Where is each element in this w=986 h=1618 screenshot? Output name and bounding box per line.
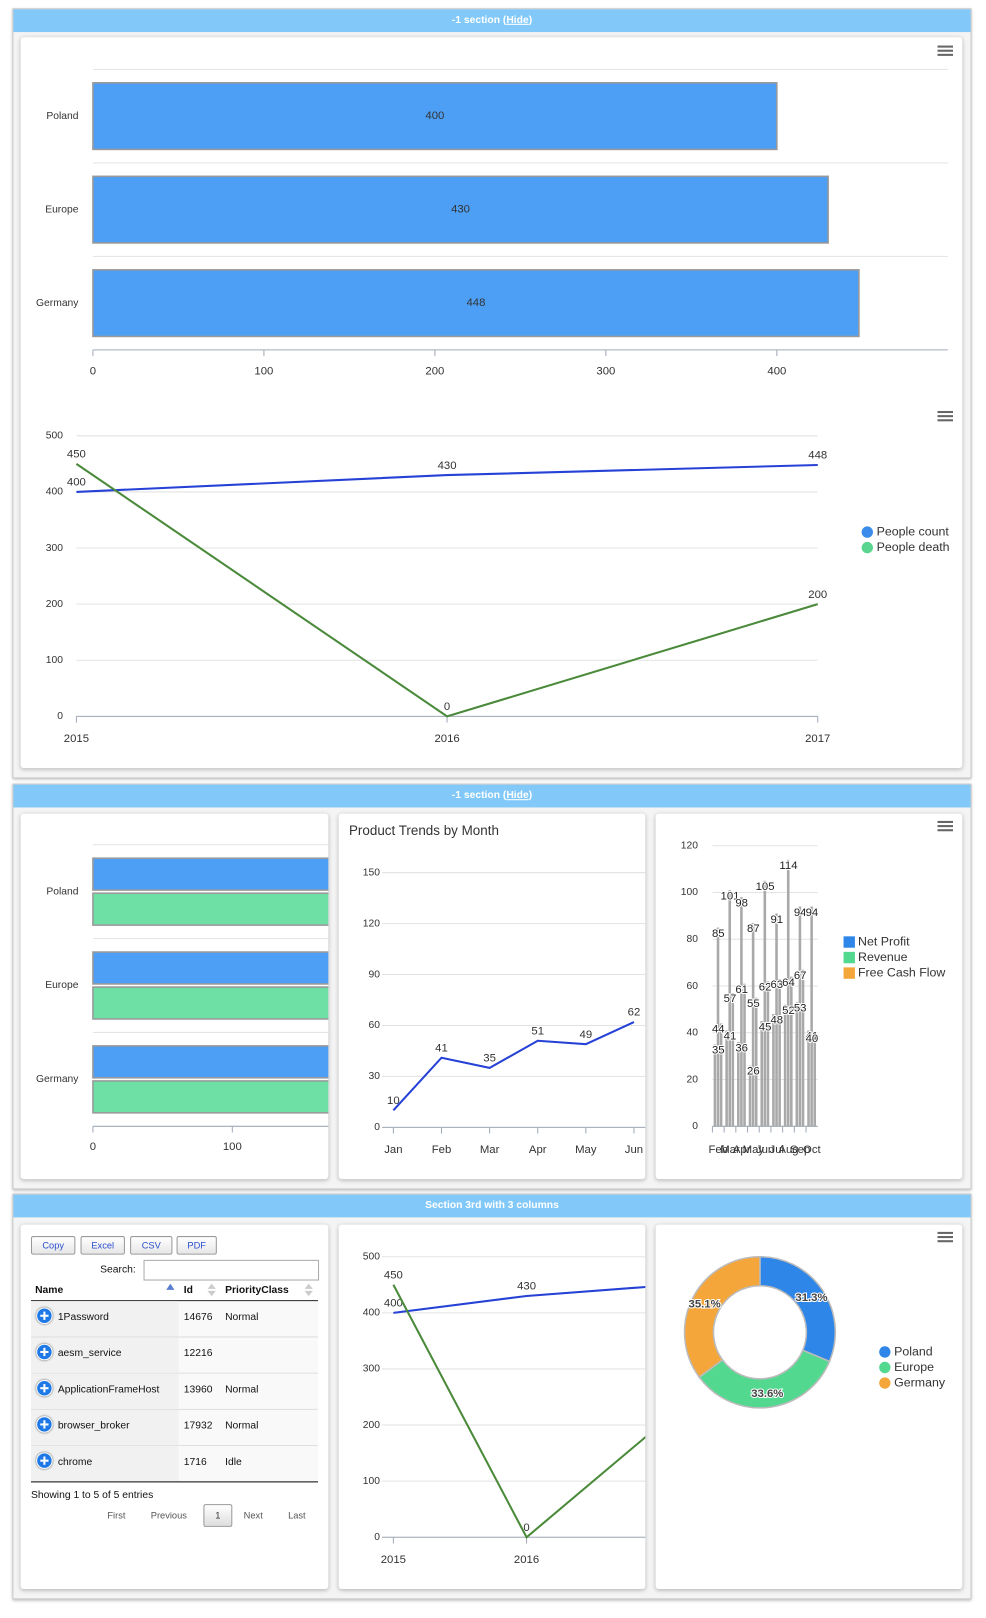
page-button[interactable]: Previous (150, 1510, 187, 1521)
export-button[interactable]: PDF (176, 1236, 217, 1255)
section-header: -1 section Hide (13, 784, 971, 808)
expand-icon[interactable] (36, 1343, 53, 1361)
panel (655, 813, 963, 1180)
table-cell: ApplicationFrameHost (57, 1384, 160, 1396)
panel (20, 813, 329, 1180)
column-header[interactable]: Name (35, 1284, 64, 1297)
sort-icon (304, 1290, 313, 1297)
sort-icon (207, 1290, 216, 1297)
page-button[interactable]: Next (243, 1510, 263, 1521)
row-cell-bg (30, 1446, 179, 1482)
section-title: -1 section (451, 14, 501, 26)
page-button[interactable]: Last (288, 1510, 306, 1521)
table-info: Showing 1 to 5 of 5 entries (30, 1489, 154, 1502)
hide-link[interactable]: Hide (503, 14, 532, 25)
section-header: Section 3rd with 3 columns (13, 1194, 971, 1218)
panel (338, 1224, 646, 1590)
column-header[interactable]: Id (183, 1284, 193, 1297)
section-title: -1 section (451, 789, 501, 802)
table-cell: aesm_service (57, 1347, 122, 1360)
table-cell: chrome (57, 1456, 93, 1468)
table-cell: 13960 (183, 1384, 213, 1396)
table-cell: Normal (225, 1311, 259, 1323)
header-line (30, 1300, 319, 1302)
table-cell: 1Password (57, 1311, 109, 1323)
table-cell: Normal (225, 1420, 259, 1432)
export-button[interactable]: CSV (130, 1236, 173, 1255)
page-button[interactable]: First (107, 1510, 126, 1521)
row-cell-bg (30, 1337, 179, 1373)
row-cell-bg (30, 1409, 179, 1446)
sort-icon (166, 1283, 175, 1290)
search-label: Search: (100, 1263, 136, 1276)
column-header[interactable]: PriorityClass (225, 1284, 289, 1297)
table-bottom-line (30, 1481, 319, 1483)
expand-icon[interactable] (36, 1452, 53, 1469)
table-cell: 17932 (183, 1420, 213, 1432)
panel (338, 813, 646, 1180)
row-cell-bg (30, 1301, 179, 1337)
search-input[interactable] (143, 1259, 320, 1281)
table-cell: 1716 (183, 1456, 207, 1468)
table-cell: Idle (225, 1456, 242, 1468)
expand-icon[interactable] (36, 1416, 53, 1433)
table-cell: browser_broker (57, 1420, 130, 1432)
page-button[interactable]: 1 (203, 1504, 233, 1527)
panel (20, 37, 963, 769)
sort-icon (207, 1283, 216, 1289)
expand-icon[interactable] (36, 1307, 53, 1325)
table-cell: Normal (225, 1384, 259, 1396)
table-cell: 12216 (183, 1347, 213, 1360)
export-button[interactable]: Copy (30, 1236, 76, 1255)
table-cell: 14676 (183, 1311, 213, 1323)
expand-icon[interactable] (36, 1379, 53, 1397)
section-title: Section 3rd with 3 columns (425, 1199, 559, 1212)
panel (655, 1224, 963, 1590)
export-button[interactable]: Excel (80, 1236, 125, 1255)
section-header: -1 section Hide (13, 9, 971, 33)
row-cell-bg (30, 1373, 179, 1409)
sort-icon (304, 1283, 313, 1289)
hide-link[interactable]: Hide (503, 790, 532, 801)
